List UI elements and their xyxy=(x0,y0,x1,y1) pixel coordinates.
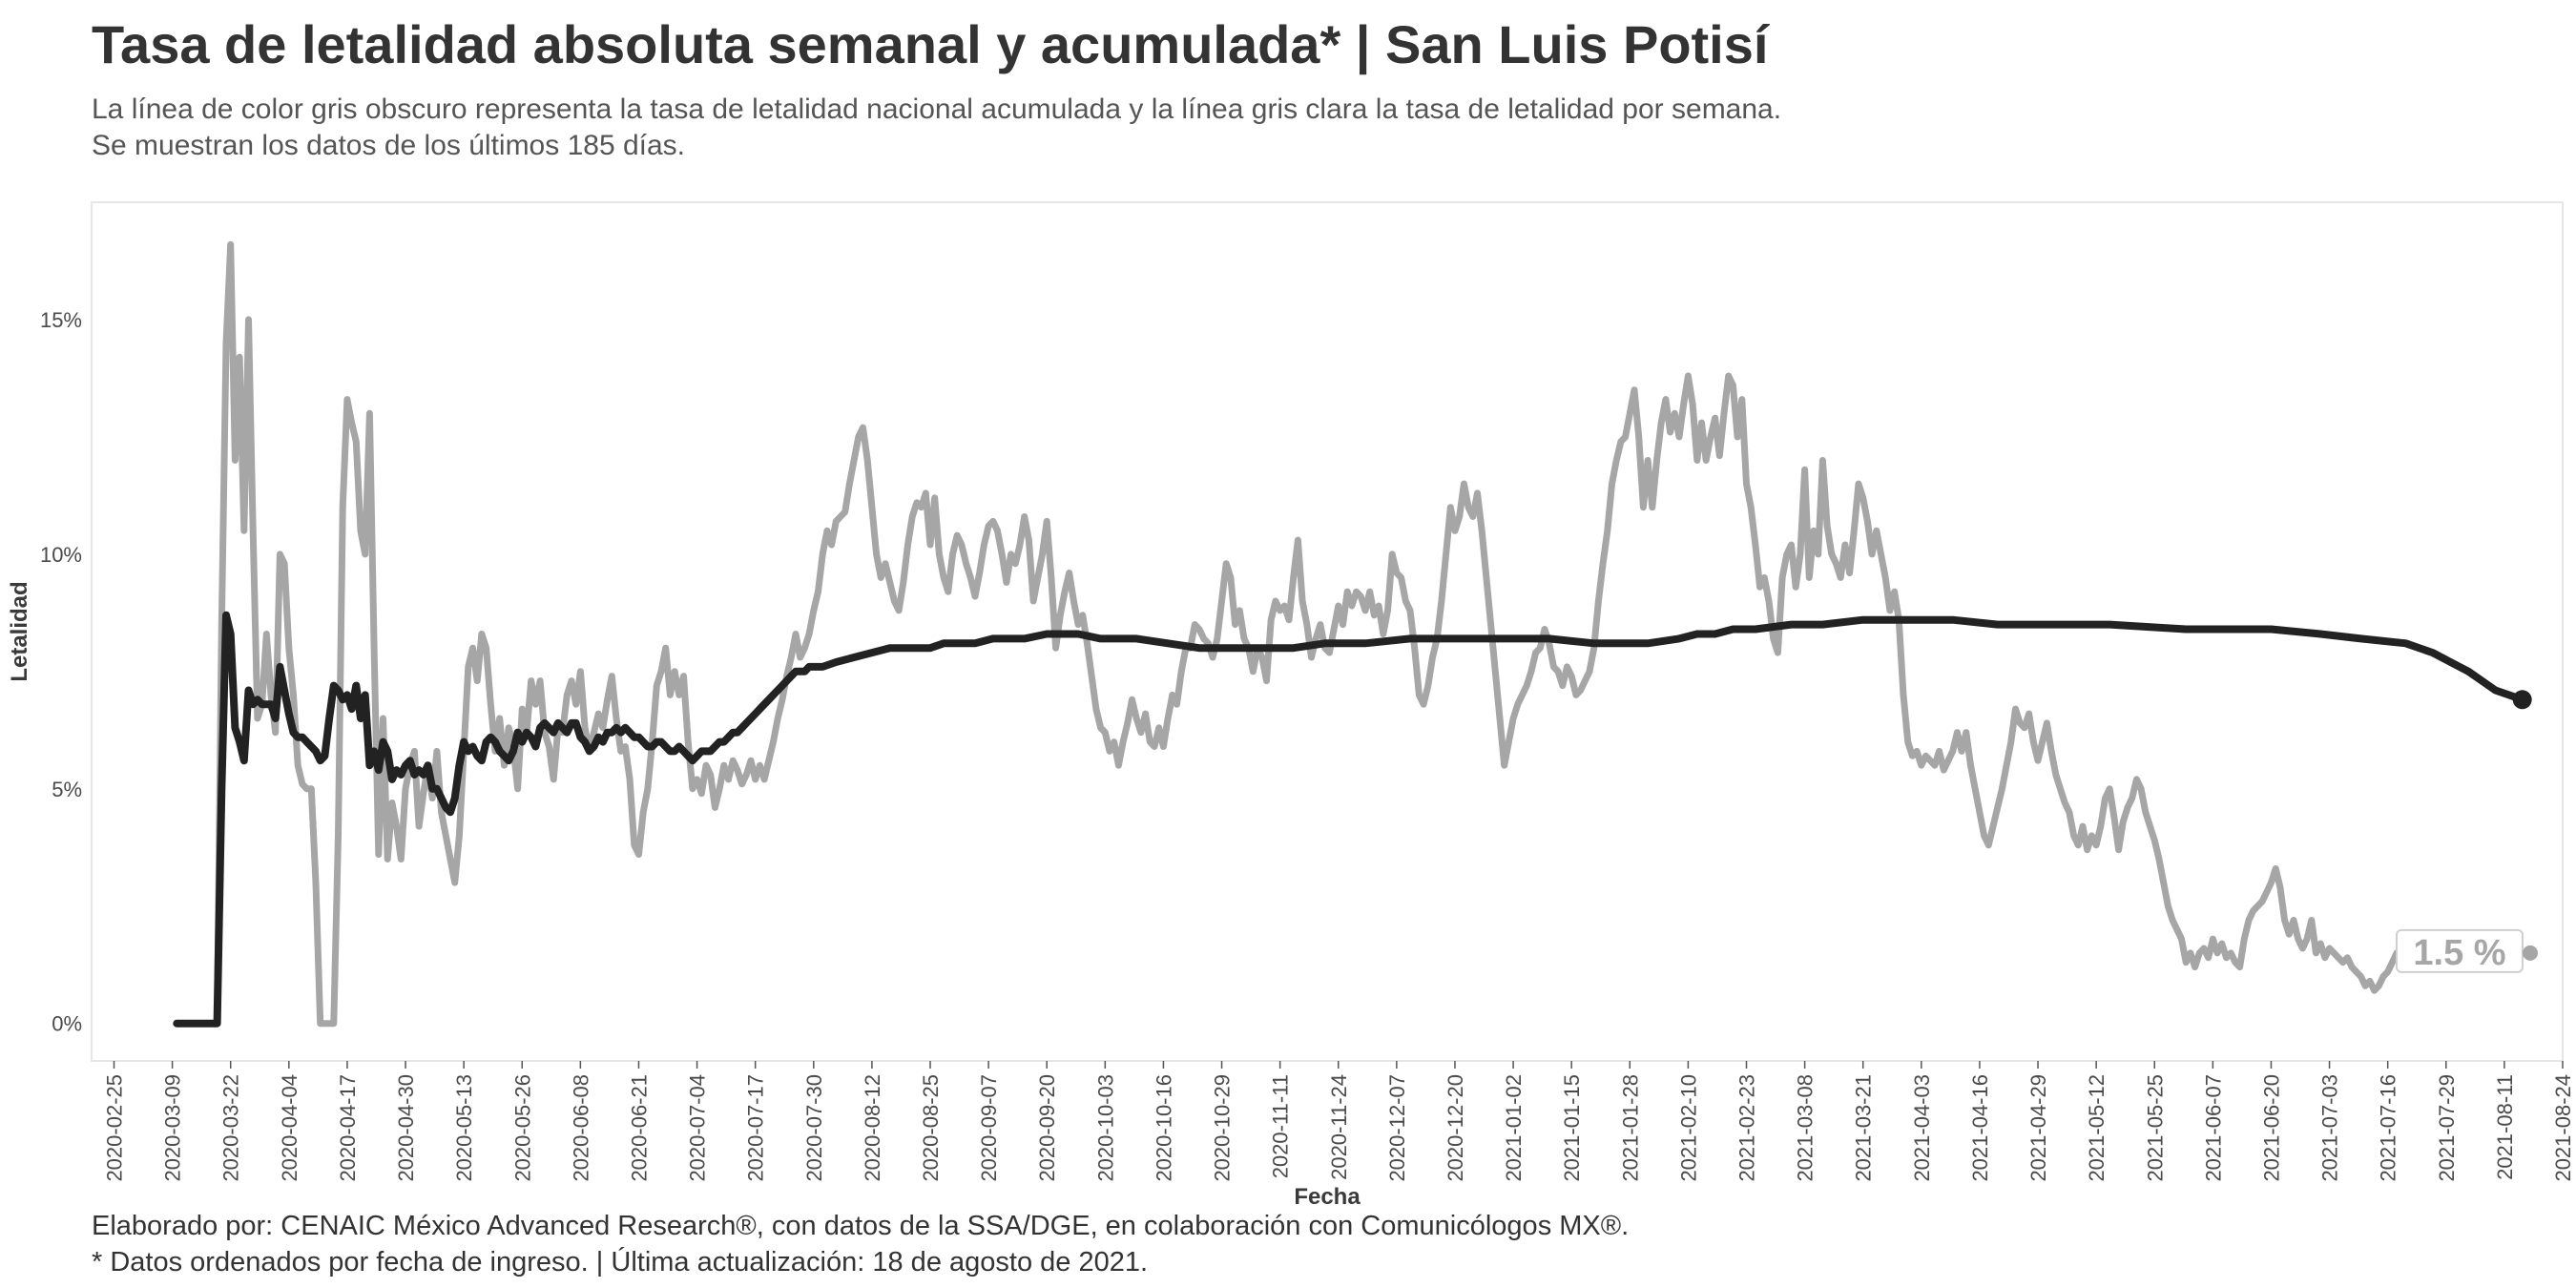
y-axis-title: Letalidad xyxy=(7,581,32,681)
y-tick-label: 10% xyxy=(40,543,82,567)
y-tick-label: 0% xyxy=(52,1012,82,1036)
x-tick-label: 2021-05-25 xyxy=(2143,1074,2167,1182)
chart-title: Tasa de letalidad absoluta semanal y acu… xyxy=(92,14,1769,74)
series-group xyxy=(173,240,2526,1028)
x-tick-label: 2020-05-26 xyxy=(510,1074,534,1182)
footer-credit: Elaborado por: CENAIC México Advanced Re… xyxy=(92,1211,1630,1241)
x-tick-label: 2020-12-20 xyxy=(1444,1074,1467,1182)
x-tick-label: 2021-01-15 xyxy=(1560,1074,1584,1182)
y-tick-label: 5% xyxy=(52,778,82,801)
x-tick-label: 2021-03-08 xyxy=(1794,1074,1818,1182)
x-tick-label: 2021-03-21 xyxy=(1852,1074,1876,1182)
weekly-end-point xyxy=(2523,945,2538,961)
x-tick-label: 2021-04-29 xyxy=(2026,1074,2050,1182)
x-tick-label: 2020-04-04 xyxy=(278,1074,301,1182)
x-tick-label: 2021-07-16 xyxy=(2377,1074,2400,1182)
x-tick-label: 2021-05-12 xyxy=(2085,1074,2109,1182)
x-tick-label: 2021-01-02 xyxy=(1502,1074,1526,1182)
x-tick-label: 2021-08-24 xyxy=(2551,1074,2575,1182)
x-tick-label: 2020-10-03 xyxy=(1093,1074,1117,1182)
x-tick-label: 2020-06-08 xyxy=(569,1074,592,1182)
x-tick-label: 2021-06-07 xyxy=(2201,1074,2225,1182)
x-tick-label: 2020-08-12 xyxy=(861,1074,884,1182)
end-label-box xyxy=(2396,928,2524,973)
end-markers: 1.5 % xyxy=(2396,690,2538,973)
x-tick-label: 2020-03-22 xyxy=(219,1074,243,1182)
x-tick-label: 2020-10-29 xyxy=(1211,1074,1235,1182)
x-tick-label: 2020-06-21 xyxy=(627,1074,651,1182)
cumulative-rate-line xyxy=(173,611,2526,1028)
end-label: 1.5 % xyxy=(2413,933,2505,973)
x-tick-label: 2020-09-20 xyxy=(1035,1074,1059,1182)
x-tick-label: 2021-06-20 xyxy=(2259,1074,2283,1182)
x-tick-label: 2021-02-23 xyxy=(1735,1074,1759,1182)
x-tick-label: 2020-02-25 xyxy=(103,1074,127,1182)
x-tick-label: 2021-04-16 xyxy=(1968,1074,1992,1182)
x-tick-label: 2020-03-09 xyxy=(161,1074,185,1182)
x-tick-label: 2020-07-30 xyxy=(802,1074,826,1182)
x-tick-label: 2020-04-30 xyxy=(394,1074,418,1182)
cumulative-end-point xyxy=(2512,690,2532,710)
x-axis-ticks: 2020-02-25 2020-03-09 2020-03-22 2020-04-04… xyxy=(103,1061,2575,1182)
x-tick-label: 2021-07-29 xyxy=(2435,1074,2459,1182)
lethality-line-chart: 0% 5% 10% 15% 2020-02-25 2020-03-09 2020-03-2… xyxy=(7,201,2575,1207)
plot-panel xyxy=(91,201,2564,1062)
x-tick-label: 2020-05-13 xyxy=(452,1074,476,1182)
x-tick-label: 2021-02-10 xyxy=(1676,1074,1700,1182)
x-tick-label: 2020-10-16 xyxy=(1152,1074,1175,1182)
x-axis-title: Fecha xyxy=(1294,1184,1361,1207)
x-tick-label: 2020-09-07 xyxy=(977,1074,1001,1182)
x-tick-label: 2021-07-03 xyxy=(2318,1074,2342,1182)
footer-note: * Datos ordenados por fecha de ingreso. … xyxy=(92,1247,1149,1278)
x-tick-label: 2021-08-11 xyxy=(2493,1074,2517,1180)
subtitle-line-1: La línea de color gris obscuro represent… xyxy=(92,93,1782,125)
subtitle-line-2: Se muestran los datos de los últimos 185… xyxy=(92,130,686,161)
x-tick-label: 2020-12-07 xyxy=(1385,1074,1409,1182)
chart-footer: Elaborado por: CENAIC México Advanced Re… xyxy=(92,1208,1629,1280)
x-tick-label: 2020-11-24 xyxy=(1327,1074,1351,1180)
x-tick-label: 2020-04-17 xyxy=(336,1074,360,1182)
x-tick-label: 2020-07-04 xyxy=(686,1074,710,1182)
y-tick-label: 15% xyxy=(40,308,82,332)
x-tick-label: 2020-08-25 xyxy=(919,1074,943,1182)
x-tick-label: 2021-01-28 xyxy=(1618,1074,1642,1182)
y-axis-ticks: 0% 5% 10% 15% xyxy=(40,308,82,1036)
x-tick-label: 2021-04-03 xyxy=(1910,1074,1934,1182)
x-tick-label: 2020-07-17 xyxy=(744,1074,768,1182)
chart-subtitle: La línea de color gris obscuro represent… xyxy=(92,92,1781,164)
x-tick-label: 2020-11-11 xyxy=(1269,1074,1293,1178)
